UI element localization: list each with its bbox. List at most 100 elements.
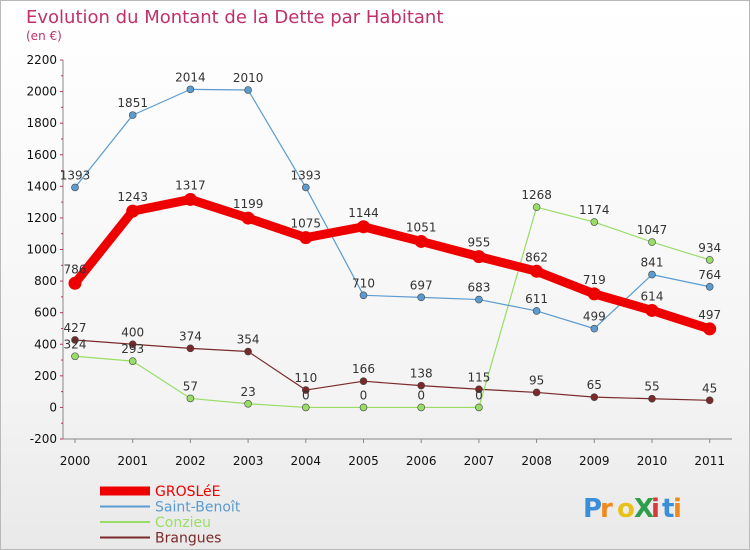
data-point [472,250,486,264]
data-point [475,295,483,304]
logo-glyph: i [673,494,682,524]
data-point [71,352,79,361]
x-tick-label: 2011 [694,454,725,468]
series-line-1 [74,88,710,330]
data-point [244,347,252,356]
data-label: 0 [302,388,310,402]
data-label: 2010 [233,71,264,85]
data-point [241,211,255,225]
data-point [590,393,599,401]
x-tick-label: 2001 [117,454,148,468]
data-label: 1851 [117,96,148,110]
data-point [530,264,544,278]
data-label: 0 [360,388,368,402]
logo-glyph: r [600,494,613,524]
x-tick-label: 2000 [60,454,91,468]
data-label: 611 [525,292,548,306]
data-point [186,344,195,353]
data-label: 955 [467,236,490,250]
data-point [417,381,426,390]
data-label: 683 [467,281,490,295]
y-tick-label: 1800 [26,116,57,130]
chart-axes: -200020040060080010001200140016001800200… [26,53,732,468]
x-tick-label: 2010 [637,454,668,468]
data-label: 1051 [406,220,437,234]
data-label: 374 [179,329,202,343]
data-label: 1393 [60,168,91,182]
data-label: 697 [410,278,433,292]
logo-glyph: P [583,494,602,524]
chart-subtitle: (en €) [26,29,62,43]
y-tick-label: 1600 [26,148,57,162]
data-point [648,394,656,403]
data-label: 55 [644,380,659,394]
data-label: 862 [525,250,548,264]
data-point [587,287,601,301]
data-label: 115 [467,370,490,384]
data-label: 1199 [233,197,264,211]
data-label: 764 [698,268,721,282]
data-label: 710 [352,276,375,290]
y-tick-label: 200 [34,369,57,383]
data-label: 934 [698,241,721,255]
data-point [68,276,82,290]
data-point [417,293,426,302]
data-label: 23 [240,385,255,399]
data-label: 0 [417,388,425,402]
data-point [301,183,310,192]
chart-title: Evolution du Montant de la Dette par Hab… [26,7,443,28]
data-point [645,303,659,317]
y-tick-label: 800 [34,274,57,288]
data-label: 499 [583,310,606,324]
data-point [183,192,197,206]
y-tick-label: 1400 [26,179,57,193]
y-tick-label: 1200 [26,211,57,225]
logo-glyph: X [634,494,654,524]
data-label: 719 [583,273,606,287]
data-label: 65 [587,378,602,392]
data-label: 1075 [291,217,322,231]
series-line-2 [74,206,710,409]
data-label: 0 [475,388,483,402]
x-tick-label: 2009 [579,454,610,468]
data-label: 138 [410,367,433,381]
data-label: 110 [294,371,317,385]
data-label: 497 [698,308,721,322]
x-tick-label: 2006 [406,454,437,468]
data-point [590,324,599,333]
legend-label: GROSLéE [155,484,221,500]
data-label: 786 [64,262,87,276]
data-point [417,403,426,412]
x-tick-label: 2004 [291,454,322,468]
data-label: 400 [121,325,144,339]
x-tick-label: 2008 [521,454,552,468]
data-point [126,204,140,218]
series-line-3 [74,339,710,401]
data-point [532,203,541,211]
data-label: 2014 [175,70,206,84]
data-point [301,403,310,412]
x-tick-label: 2007 [464,454,495,468]
legend-label: Brangues [155,531,221,547]
data-label: 1268 [521,188,552,202]
data-label: 293 [121,342,144,356]
data-label: 427 [64,321,87,335]
data-point [128,357,137,365]
x-tick-label: 2005 [348,454,379,468]
data-label: 57 [183,379,198,393]
y-tick-label: 600 [34,306,57,320]
data-point [705,282,714,291]
x-tick-label: 2002 [175,454,206,468]
data-point [648,270,656,279]
data-point [301,386,310,394]
legend-label: Conzieu [155,515,211,531]
data-label: 45 [702,381,717,395]
data-point [359,403,368,412]
data-point [299,231,313,245]
data-point [71,183,79,192]
data-label: 1174 [579,203,610,217]
data-label: 166 [352,362,375,376]
data-point [359,291,368,300]
